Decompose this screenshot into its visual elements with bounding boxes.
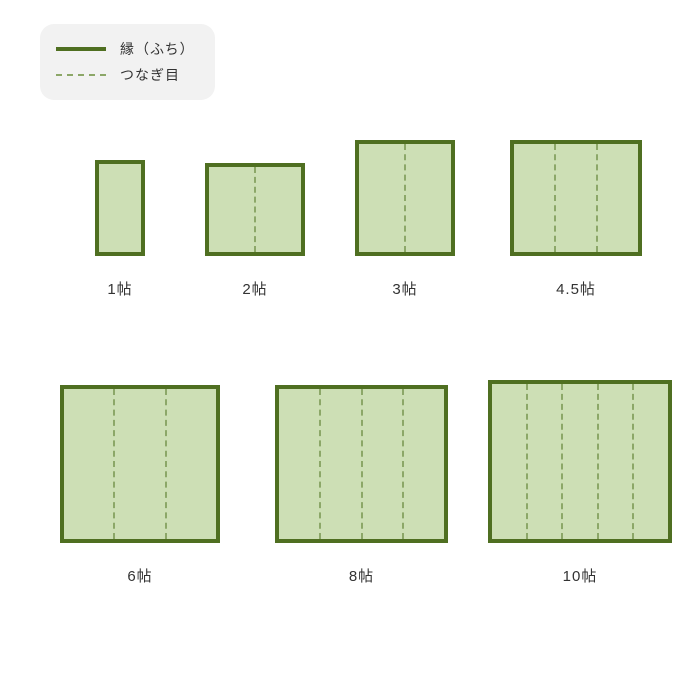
tatami-strip xyxy=(279,389,319,539)
panel-caption: 2帖 xyxy=(242,278,267,299)
tatami-strip xyxy=(514,144,554,252)
tatami-panel xyxy=(488,380,672,543)
tatami-strip xyxy=(254,167,301,252)
tatami-strip xyxy=(99,164,141,252)
legend: 縁（ふち） つなぎ目 xyxy=(40,24,215,100)
tatami-strip xyxy=(596,144,638,252)
tatami-panel xyxy=(95,160,145,256)
tatami-strip xyxy=(632,384,668,539)
tatami-strip xyxy=(561,384,597,539)
panel-caption: 3帖 xyxy=(392,278,417,299)
tatami-strip xyxy=(526,384,562,539)
tatami-strip xyxy=(597,384,633,539)
tatami-strip xyxy=(209,167,254,252)
legend-label: つなぎ目 xyxy=(120,65,180,85)
panel-caption: 10帖 xyxy=(563,565,598,586)
tatami-strip xyxy=(359,144,404,252)
legend-line-solid xyxy=(56,47,106,51)
legend-row: つなぎ目 xyxy=(56,62,195,88)
panel-caption: 6帖 xyxy=(127,565,152,586)
tatami-strip xyxy=(492,384,526,539)
legend-row: 縁（ふち） xyxy=(56,36,195,62)
tatami-strip xyxy=(554,144,596,252)
tatami-panel xyxy=(275,385,448,543)
panel-caption: 4.5帖 xyxy=(556,278,596,299)
tatami-panel xyxy=(60,385,220,543)
legend-label: 縁（ふち） xyxy=(120,39,195,59)
tatami-strip xyxy=(404,144,451,252)
tatami-strip xyxy=(165,389,216,539)
panel-caption: 8帖 xyxy=(349,565,374,586)
tatami-strip xyxy=(113,389,164,539)
tatami-panel xyxy=(205,163,305,256)
tatami-strip xyxy=(402,389,444,539)
legend-line-dashed xyxy=(56,74,106,76)
panel-caption: 1帖 xyxy=(107,278,132,299)
tatami-panel xyxy=(510,140,642,256)
tatami-panel xyxy=(355,140,455,256)
tatami-strip xyxy=(361,389,403,539)
tatami-strip xyxy=(64,389,113,539)
tatami-strip xyxy=(319,389,361,539)
